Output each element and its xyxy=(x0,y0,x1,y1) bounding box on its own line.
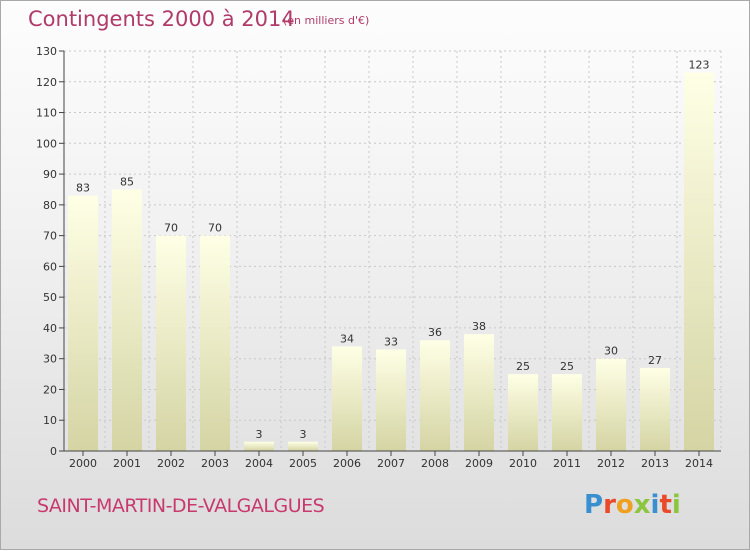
grid-lines xyxy=(64,50,722,451)
logo-letter: i xyxy=(650,490,660,520)
labels: 0 10 20 30 40 50 60 70 80 90 100 110 120 130 83 2000 85 2… xyxy=(36,45,713,470)
data-label: 70 xyxy=(164,222,178,235)
bar xyxy=(684,72,714,452)
bar xyxy=(332,346,362,451)
logo-letter: i xyxy=(671,490,681,520)
x-tick-label: 2006 xyxy=(333,457,361,470)
logo-letter: r xyxy=(603,490,616,520)
y-tick-label: 30 xyxy=(43,353,57,366)
bar xyxy=(508,374,538,451)
bar xyxy=(420,340,450,451)
commune-name: SAINT-MARTIN-DE-VALGALGUES xyxy=(37,495,325,517)
bar xyxy=(552,374,582,451)
data-label: 27 xyxy=(648,354,662,367)
proxiti-logo: Proxiti xyxy=(584,490,681,520)
data-label: 3 xyxy=(300,428,307,441)
chart-title: Contingents 2000 à 2014 xyxy=(28,7,295,31)
x-tick-label: 2001 xyxy=(113,457,141,470)
data-label: 70 xyxy=(208,222,222,235)
y-tick-label: 20 xyxy=(43,383,57,396)
axes xyxy=(59,50,721,456)
data-label: 33 xyxy=(384,335,398,348)
x-tick-label: 2009 xyxy=(465,457,493,470)
bars xyxy=(68,72,714,452)
bar xyxy=(112,189,142,451)
x-tick-label: 2014 xyxy=(685,457,713,470)
data-label: 34 xyxy=(340,332,354,345)
y-tick-label: 80 xyxy=(43,199,57,212)
y-tick-label: 110 xyxy=(36,107,57,120)
bar xyxy=(596,358,626,451)
x-tick-label: 2000 xyxy=(69,457,97,470)
data-label: 3 xyxy=(256,428,263,441)
y-tick-label: 50 xyxy=(43,291,57,304)
y-tick-label: 100 xyxy=(36,137,57,150)
bar xyxy=(156,235,186,451)
data-label: 30 xyxy=(604,345,618,358)
y-tick-label: 130 xyxy=(36,45,57,58)
logo-letter: x xyxy=(633,490,651,520)
y-tick-label: 90 xyxy=(43,168,57,181)
x-tick-label: 2012 xyxy=(597,457,625,470)
logo-letter: P xyxy=(584,490,604,520)
x-tick-label: 2004 xyxy=(245,457,273,470)
bar xyxy=(376,349,406,451)
bar xyxy=(640,367,670,451)
bar xyxy=(68,195,98,451)
x-tick-label: 2011 xyxy=(553,457,581,470)
y-tick-label: 0 xyxy=(50,445,57,458)
data-label: 25 xyxy=(516,360,530,373)
logo-letter: o xyxy=(615,490,634,520)
x-tick-label: 2005 xyxy=(289,457,317,470)
y-tick-label: 120 xyxy=(36,76,57,89)
x-tick-label: 2007 xyxy=(377,457,405,470)
x-tick-label: 2010 xyxy=(509,457,537,470)
data-label: 123 xyxy=(689,59,710,72)
x-tick-label: 2013 xyxy=(641,457,669,470)
x-tick-label: 2003 xyxy=(201,457,229,470)
bar xyxy=(464,334,494,451)
bar xyxy=(244,441,274,451)
bar xyxy=(288,441,318,451)
data-label: 36 xyxy=(428,326,442,339)
y-tick-label: 10 xyxy=(43,414,57,427)
x-tick-label: 2008 xyxy=(421,457,449,470)
logo-letter: t xyxy=(659,490,672,520)
bar xyxy=(200,235,230,451)
data-label: 83 xyxy=(76,182,90,195)
data-label: 25 xyxy=(560,360,574,373)
y-tick-label: 40 xyxy=(43,322,57,335)
data-label: 85 xyxy=(120,175,134,188)
y-tick-label: 60 xyxy=(43,260,57,273)
y-tick-label: 70 xyxy=(43,230,57,243)
chart-subtitle: (en milliers d'€) xyxy=(283,14,370,27)
x-tick-label: 2002 xyxy=(157,457,185,470)
data-label: 38 xyxy=(472,320,486,333)
